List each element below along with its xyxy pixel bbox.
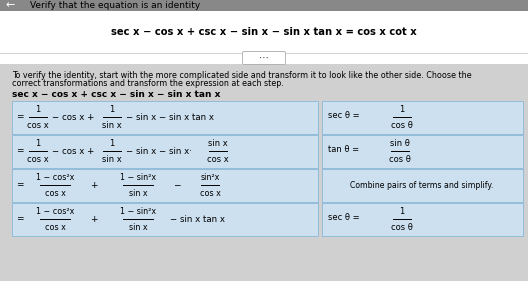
Text: sin x: sin x [102,155,122,164]
FancyBboxPatch shape [12,169,317,201]
Text: sin²x: sin²x [200,173,220,182]
FancyBboxPatch shape [322,101,523,133]
FancyBboxPatch shape [242,51,286,65]
Text: cos x: cos x [27,121,49,130]
Text: − sin x − sin x tan x: − sin x − sin x tan x [126,112,214,121]
Text: cos x: cos x [200,189,220,198]
Text: 1 − sin²x: 1 − sin²x [120,173,156,182]
Bar [0,64,528,281]
Text: sec θ =: sec θ = [328,212,360,221]
Text: sin x: sin x [129,223,147,232]
Text: sec x − cos x + csc x − sin x − sin x tan x = cos x cot x: sec x − cos x + csc x − sin x − sin x ta… [111,27,417,37]
Text: cos θ: cos θ [391,223,413,232]
Text: − cos x +: − cos x + [52,112,95,121]
FancyBboxPatch shape [322,135,523,167]
Text: Verify that the equation is an identity: Verify that the equation is an identity [30,1,200,10]
Text: cos θ: cos θ [389,155,411,164]
Text: 1: 1 [35,105,41,114]
FancyBboxPatch shape [12,203,317,235]
Text: sin x: sin x [102,121,122,130]
Text: +: + [90,180,98,189]
Text: 1 − cos²x: 1 − cos²x [36,173,74,182]
Text: 1: 1 [35,139,41,148]
Text: 1: 1 [109,105,115,114]
Text: Combine pairs of terms and simplify.: Combine pairs of terms and simplify. [350,180,494,189]
Text: correct transformations and transform the expression at each step.: correct transformations and transform th… [12,79,284,88]
Text: =: = [16,112,24,121]
Text: tan θ =: tan θ = [328,144,359,153]
Bar [0,0,528,11]
Text: − sin x − sin x·: − sin x − sin x· [126,146,192,155]
Text: 1: 1 [399,105,404,114]
Text: cos x: cos x [44,189,65,198]
Text: ←: ← [6,1,15,10]
Text: To verify the identity, start with the more complicated side and transform it to: To verify the identity, start with the m… [12,71,472,80]
FancyBboxPatch shape [12,135,317,167]
Bar [0,11,528,53]
Text: cos x: cos x [207,155,229,164]
Text: 1: 1 [399,207,404,216]
Text: sin x: sin x [208,139,228,148]
Text: +: + [90,214,98,223]
FancyBboxPatch shape [322,203,523,235]
Text: 1: 1 [109,139,115,148]
Text: cos x: cos x [27,155,49,164]
Text: cos x: cos x [44,223,65,232]
FancyBboxPatch shape [322,169,523,201]
Text: =: = [16,214,24,223]
Text: sin θ: sin θ [390,139,410,148]
Text: sec θ =: sec θ = [328,110,360,119]
Text: −: − [173,180,181,189]
Text: cos θ: cos θ [391,121,413,130]
Text: sec x − cos x + csc x − sin x − sin x tan x: sec x − cos x + csc x − sin x − sin x ta… [12,90,220,99]
Text: =: = [16,180,24,189]
Text: 1 − sin²x: 1 − sin²x [120,207,156,216]
Text: 1 − cos²x: 1 − cos²x [36,207,74,216]
Text: − sin x tan x: − sin x tan x [170,214,225,223]
Text: ⋯: ⋯ [259,53,269,63]
Text: =: = [16,146,24,155]
FancyBboxPatch shape [12,101,317,133]
Text: sin x: sin x [129,189,147,198]
Text: − cos x +: − cos x + [52,146,95,155]
